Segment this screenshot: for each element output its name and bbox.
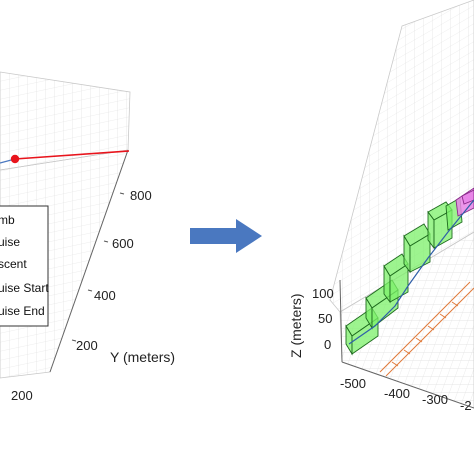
right-z-tick-label: 0 [324, 337, 331, 352]
right-plot: 100 50 0 Z (meters) -500 -400 -300 -2 [288, 0, 474, 413]
right-x-tick-label: -500 [340, 376, 366, 391]
right-z-axis-label: Z (meters) [288, 293, 304, 358]
left-cruise-line [14, 150, 130, 160]
left-y-tick-label: 200 [76, 338, 98, 353]
left-x-tick-label: 200 [11, 388, 33, 403]
right-x-tick-label: -300 [422, 392, 448, 407]
right-z-tick-label: 50 [318, 311, 332, 326]
transition-arrow [190, 219, 262, 253]
flight-path-line [348, 199, 474, 345]
left-y-tick-label: 600 [112, 236, 134, 251]
corridor-box [461, 189, 474, 205]
left-y-tick-label: 800 [130, 188, 152, 203]
legend-entry: scent [0, 257, 27, 271]
flight-corridor [345, 197, 463, 356]
ground-track-shadow [379, 281, 474, 377]
left-y-tick-label: 400 [94, 288, 116, 303]
left-plot: 800 600 400 200 Y (meters) 200 mb uise s… [0, 71, 175, 403]
left-legend: mb uise scent uise Start uise End [0, 205, 49, 327]
legend-entry: mb [0, 213, 15, 227]
legend-entry: uise Start [0, 281, 49, 295]
left-y-axis-label: Y (meters) [110, 349, 175, 365]
left-y-tick-marks [71, 192, 125, 342]
legend-box [0, 205, 49, 327]
left-cruise-start-marker [10, 154, 20, 164]
right-x-tick-label: -400 [384, 386, 410, 401]
right-x-tick-label: -2 [460, 398, 472, 413]
left-y-axis-line [49, 149, 129, 373]
legend-entry: uise End [0, 304, 45, 318]
turn-corridor [455, 187, 474, 217]
right-x-axis-line [341, 361, 474, 409]
right-z-tick-label: 100 [312, 286, 334, 301]
legend-entry: uise [0, 235, 20, 249]
right-z-axis-line [339, 279, 343, 363]
